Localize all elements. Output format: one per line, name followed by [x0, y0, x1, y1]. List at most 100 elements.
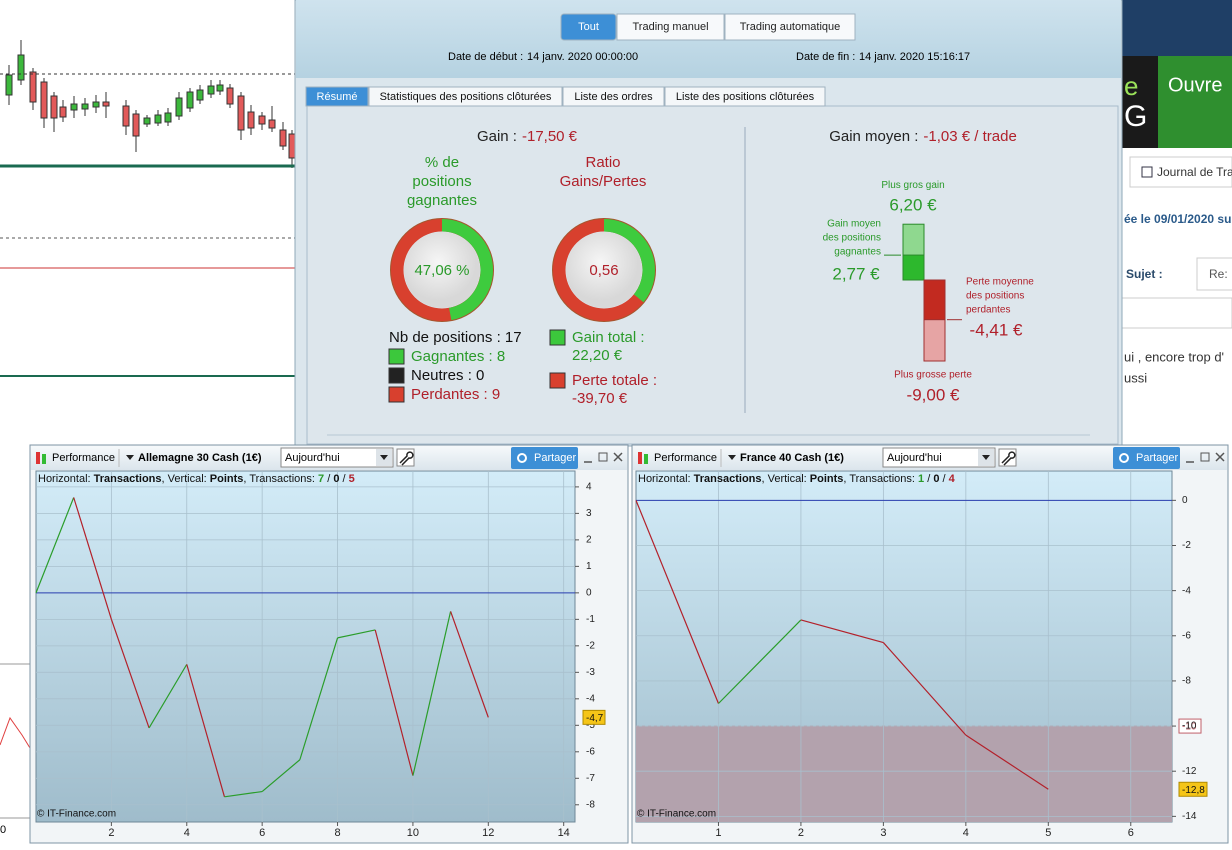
donut-outline [552, 218, 656, 322]
banner-text: Ouvre [1168, 74, 1222, 96]
last-value-badge [1178, 781, 1208, 797]
share-button[interactable] [511, 447, 578, 469]
y-tick-label: -6 [1182, 630, 1191, 641]
gain-value: -17,50 € [522, 128, 578, 145]
journal-link[interactable]: Journal de Tra [1157, 165, 1232, 179]
avg-loss-bar [923, 279, 946, 321]
tab[interactable] [562, 86, 665, 107]
gain-total: 22,20 € [572, 347, 623, 364]
filter-tab[interactable] [560, 13, 617, 41]
x-tick-label: 14 [558, 827, 570, 839]
x-tick-label: 4 [963, 827, 969, 839]
tab-label: Liste des positions clôturées [676, 91, 815, 103]
reference-zone [636, 726, 1172, 822]
candles [5, 40, 296, 168]
x-tick-label: 5 [1045, 827, 1051, 839]
journal-button[interactable] [1129, 156, 1232, 188]
pct-title: positions [412, 173, 471, 190]
header-part: 5 [349, 473, 355, 485]
x-tick-label: 12 [482, 827, 494, 839]
close[interactable] [613, 452, 623, 462]
donut-label: 47,06 % [414, 262, 469, 279]
line-segment [299, 637, 339, 760]
period-select[interactable] [882, 447, 996, 468]
y-tick-label: -14 [1182, 811, 1197, 822]
period-select[interactable] [280, 447, 394, 468]
y-tick-label: -8 [1182, 676, 1191, 687]
editor-toolbar [1121, 297, 1232, 329]
y-tick-label: -7 [586, 773, 595, 784]
close[interactable] [1215, 452, 1225, 462]
maximize[interactable] [598, 452, 608, 462]
avg-gain: Gain moyen : -1,03 € / trade [829, 128, 1017, 145]
y-tick-label: 2 [586, 535, 592, 546]
bg-curve [0, 716, 31, 749]
filter-tab[interactable] [724, 13, 856, 41]
app-label: Performance [654, 452, 717, 464]
bar-title: Gain moyen [827, 219, 881, 230]
filter-tab-label: Trading automatique [740, 21, 841, 33]
y-tick-label: -4 [1182, 585, 1191, 596]
symbol-label: France 40 Cash (1€) [740, 452, 844, 464]
tab-label: Statistiques des positions clôturées [380, 91, 552, 103]
y-tick-label: -1 [586, 614, 595, 625]
y-tick-label: 0 [586, 587, 592, 598]
bar-title: des positions [823, 233, 881, 244]
copyright: © IT-Finance.com [637, 809, 716, 820]
legend-loss: Perdantes : 9 [411, 386, 500, 403]
header-part: Horizontal: [38, 473, 94, 485]
y-tick-label: 1 [586, 561, 592, 572]
app-icon [638, 452, 642, 464]
subject-value[interactable]: Re: [1209, 267, 1228, 281]
y-tick-label: -2 [1182, 540, 1191, 551]
bar-title: perdantes [966, 305, 1010, 316]
reference-label: -10 [1182, 722, 1197, 733]
legend-swatch [388, 386, 405, 403]
tab[interactable] [305, 86, 369, 107]
loss-total: Perte totale : [572, 372, 657, 389]
line-segment [35, 497, 75, 594]
symbol-label: Allemagne 30 Cash (1€) [138, 452, 262, 464]
x-tick-label: 1 [715, 827, 721, 839]
icon [1141, 166, 1153, 178]
bar-value: 2,77 € [832, 264, 880, 283]
maximize[interactable] [1200, 452, 1210, 462]
tab[interactable] [368, 86, 563, 107]
wrench [399, 451, 414, 466]
filter-tab-label: Tout [578, 21, 599, 33]
header-part: Points [210, 473, 244, 485]
y-tick-label: 3 [586, 508, 592, 519]
header-part: / [339, 473, 348, 485]
line-segment [337, 629, 376, 639]
donut-inner [566, 232, 642, 308]
share-button[interactable] [1113, 447, 1180, 469]
header-part: Transactions [694, 473, 762, 485]
header-part: / [324, 473, 333, 485]
banner-letter: e [1124, 71, 1138, 101]
line-segment [73, 497, 112, 620]
last-value-label: -4,7 [586, 713, 604, 724]
date-label: Date de fin : [796, 51, 855, 63]
header-part: / [924, 473, 933, 485]
filter-tab[interactable] [616, 13, 725, 41]
donut-outline [390, 218, 494, 322]
bg-tick: 0 [0, 824, 6, 836]
x-tick-label: 6 [1128, 827, 1134, 839]
header-part: , Vertical: [762, 473, 810, 485]
header-part: 7 [318, 473, 324, 485]
y-tick-label: -10 [1182, 721, 1197, 732]
line-segment [261, 759, 301, 792]
pct-title: gagnantes [407, 192, 477, 209]
y-tick-label: -4 [586, 693, 595, 704]
post-text: ui , encore trop d' [1124, 349, 1224, 364]
tab[interactable] [664, 86, 826, 107]
subject-input[interactable] [1196, 257, 1232, 291]
header-part: / [939, 473, 948, 485]
line-segment [718, 619, 802, 704]
bar-value: 6,20 € [889, 196, 937, 215]
header-part: Transactions [94, 473, 162, 485]
app-icon [644, 454, 648, 464]
header-part: 0 [333, 473, 339, 485]
legend-swatch [549, 372, 566, 389]
